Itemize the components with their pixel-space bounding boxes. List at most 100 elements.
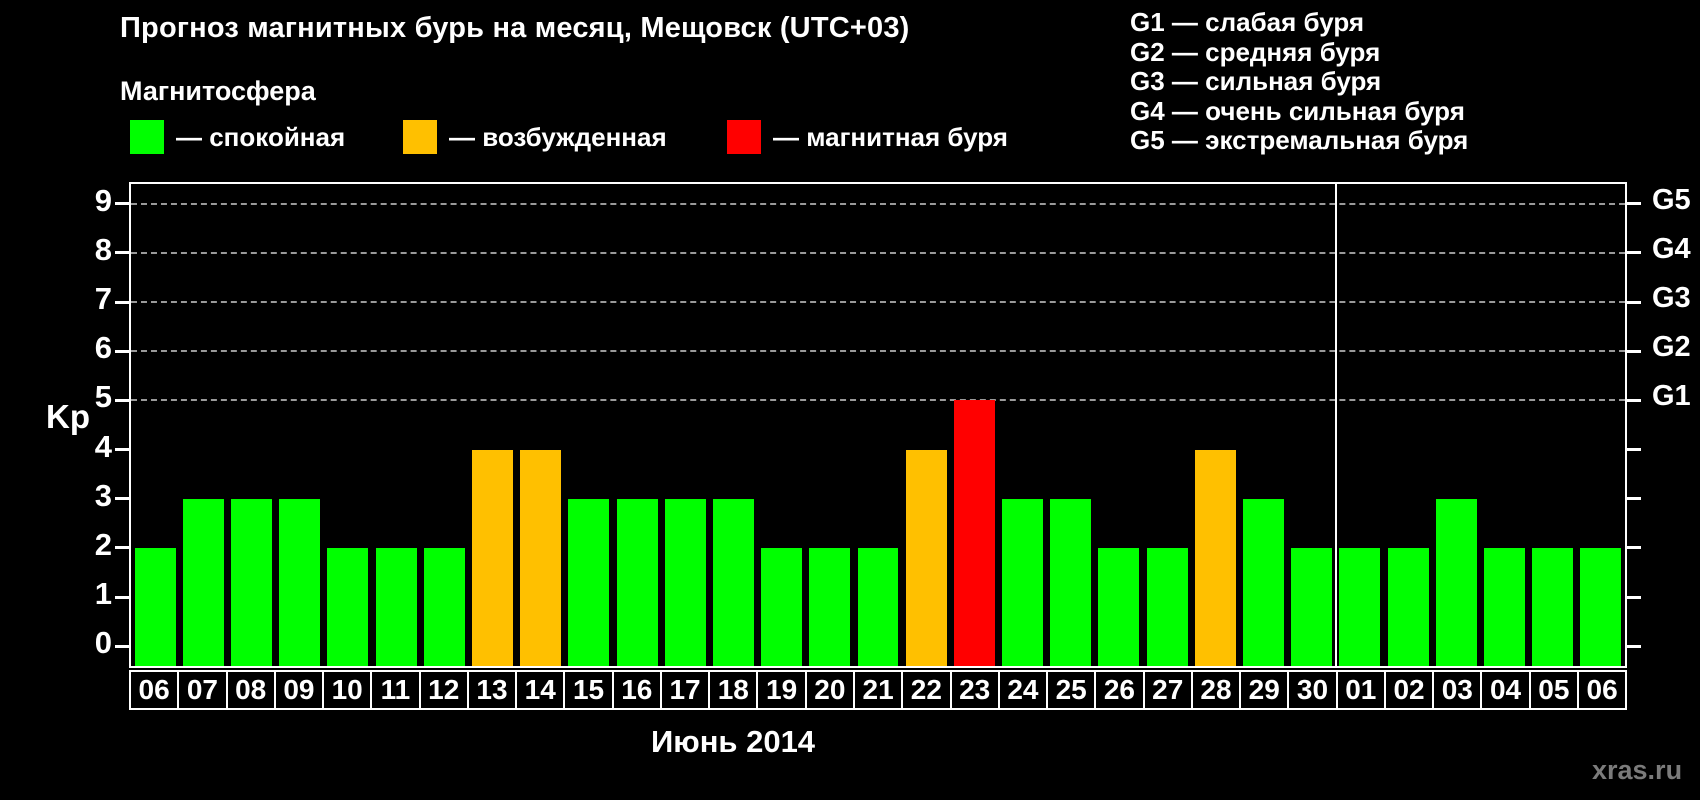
right-axis-label-G3: G3 [1652,282,1691,315]
g-scale-line: G4 — очень сильная буря [1130,95,1465,126]
bar-day-30 [1291,547,1333,666]
x-axis-caption: Июнь 2014 [650,724,816,759]
y-tick-label-3: 3 [94,477,112,513]
watermark: xras.ru [1592,755,1683,785]
bar-day-11 [375,547,417,666]
legend-item-label: — возбужденная [449,121,667,152]
bar-day-13 [471,449,513,666]
left-tick-kp3 [115,497,129,501]
plot-area [115,182,1641,668]
bar-day-22 [905,449,947,666]
y-tick-label-0: 0 [94,625,112,661]
bar-day-02 [1387,547,1429,666]
date-cell-04: 04 [1480,670,1531,710]
y-tick-label-5: 5 [94,379,112,415]
bar-day-27 [1146,547,1188,666]
y-tick-label-1: 1 [94,576,112,612]
bar-day-05 [1532,547,1574,666]
date-cell-21: 21 [852,670,904,710]
date-cell-18: 18 [708,670,759,710]
right-axis-label-G1: G1 [1652,380,1691,413]
date-cell-23: 23 [949,670,1000,710]
date-cell-08: 08 [225,670,276,710]
gridline-kp8 [131,251,1625,254]
bar-day-15 [568,498,610,666]
date-cell-02: 02 [1383,670,1435,710]
date-cell-06: 06 [1576,670,1628,710]
date-cell-06: 06 [129,670,180,710]
left-tick-kp1 [115,595,129,599]
left-tick-kp6 [115,349,129,353]
right-axis-label-G5: G5 [1652,183,1691,216]
legend-item-active: — возбужденная [403,119,667,155]
month-separator-line [1334,184,1337,666]
left-tick-kp9 [115,202,129,206]
right-tick-kp0 [1627,644,1641,648]
gridline-kp6 [131,350,1625,353]
date-cell-24: 24 [997,670,1049,710]
bar-day-04 [1484,547,1525,666]
right-tick-kp3 [1627,497,1641,501]
legend-title: Магнитосфера [120,76,316,106]
left-tick-kp5 [115,398,129,402]
bar-day-26 [1098,547,1140,666]
y-tick-label-7: 7 [94,281,112,317]
date-cell-12: 12 [418,670,469,710]
date-cell-11: 11 [370,670,421,710]
y-tick-label-8: 8 [94,231,112,267]
date-cell-01: 01 [1335,670,1386,710]
bar-day-29 [1243,498,1285,666]
bar-day-20 [809,547,851,666]
bar-day-03 [1435,498,1477,666]
bar-day-24 [1002,498,1044,666]
bar-day-09 [279,498,321,666]
date-cell-15: 15 [563,670,614,710]
bar-day-10 [327,547,369,666]
left-tick-kp7 [115,300,129,304]
gridline-kp9 [131,202,1625,205]
y-tick-label-2: 2 [94,526,112,562]
bar-day-18 [712,498,754,666]
date-cell-07: 07 [177,670,228,710]
g-scale-line: G2 — средняя буря [1130,36,1381,67]
bar-day-14 [520,449,562,666]
bar-day-25 [1050,498,1092,666]
legend-item-storm: — магнитная буря [727,119,1008,155]
y-tick-label-6: 6 [94,330,112,366]
y-axis-title: Kp [46,398,90,435]
right-tick-kp1 [1627,595,1641,599]
right-tick-kp8 [1627,251,1641,255]
gridline-kp7 [131,301,1625,304]
left-tick-kp8 [115,251,129,255]
bar-day-19 [761,547,803,666]
legend-item-label: — спокойная [176,121,346,152]
right-tick-kp7 [1627,300,1641,304]
date-cell-14: 14 [515,670,566,710]
bar-day-06 [134,547,176,666]
bar-day-08 [231,498,272,666]
date-cell-27: 27 [1142,670,1193,710]
active-color-swatch [403,120,437,154]
date-cell-16: 16 [611,670,662,710]
storm-color-swatch [727,120,761,154]
g-scale-line: G5 — экстремальная буря [1130,125,1469,155]
date-cell-30: 30 [1287,670,1338,710]
date-cell-03: 03 [1432,670,1483,710]
date-cell-20: 20 [804,670,855,710]
y-tick-label-4: 4 [94,428,112,464]
date-cell-17: 17 [659,670,711,710]
chart-title: Прогноз магнитных бурь на месяц, Мещовск… [120,12,910,44]
bar-day-06 [1580,547,1622,666]
y-tick-label-9: 9 [94,182,112,218]
x-axis-date-row: 06 07 08 09 10 11 12 13 14 15 16 17 18 19 20 21 22 23 24 25… [129,670,1628,710]
date-cell-26: 26 [1094,670,1145,710]
right-tick-kp4 [1627,448,1641,452]
date-cell-25: 25 [1046,670,1097,710]
date-cell-05: 05 [1528,670,1579,710]
date-cell-19: 19 [756,670,807,710]
right-tick-kp9 [1627,202,1641,206]
quiet-color-swatch [130,120,164,154]
date-cell-10: 10 [322,670,373,710]
right-tick-kp6 [1627,349,1641,353]
left-tick-kp2 [115,546,129,550]
